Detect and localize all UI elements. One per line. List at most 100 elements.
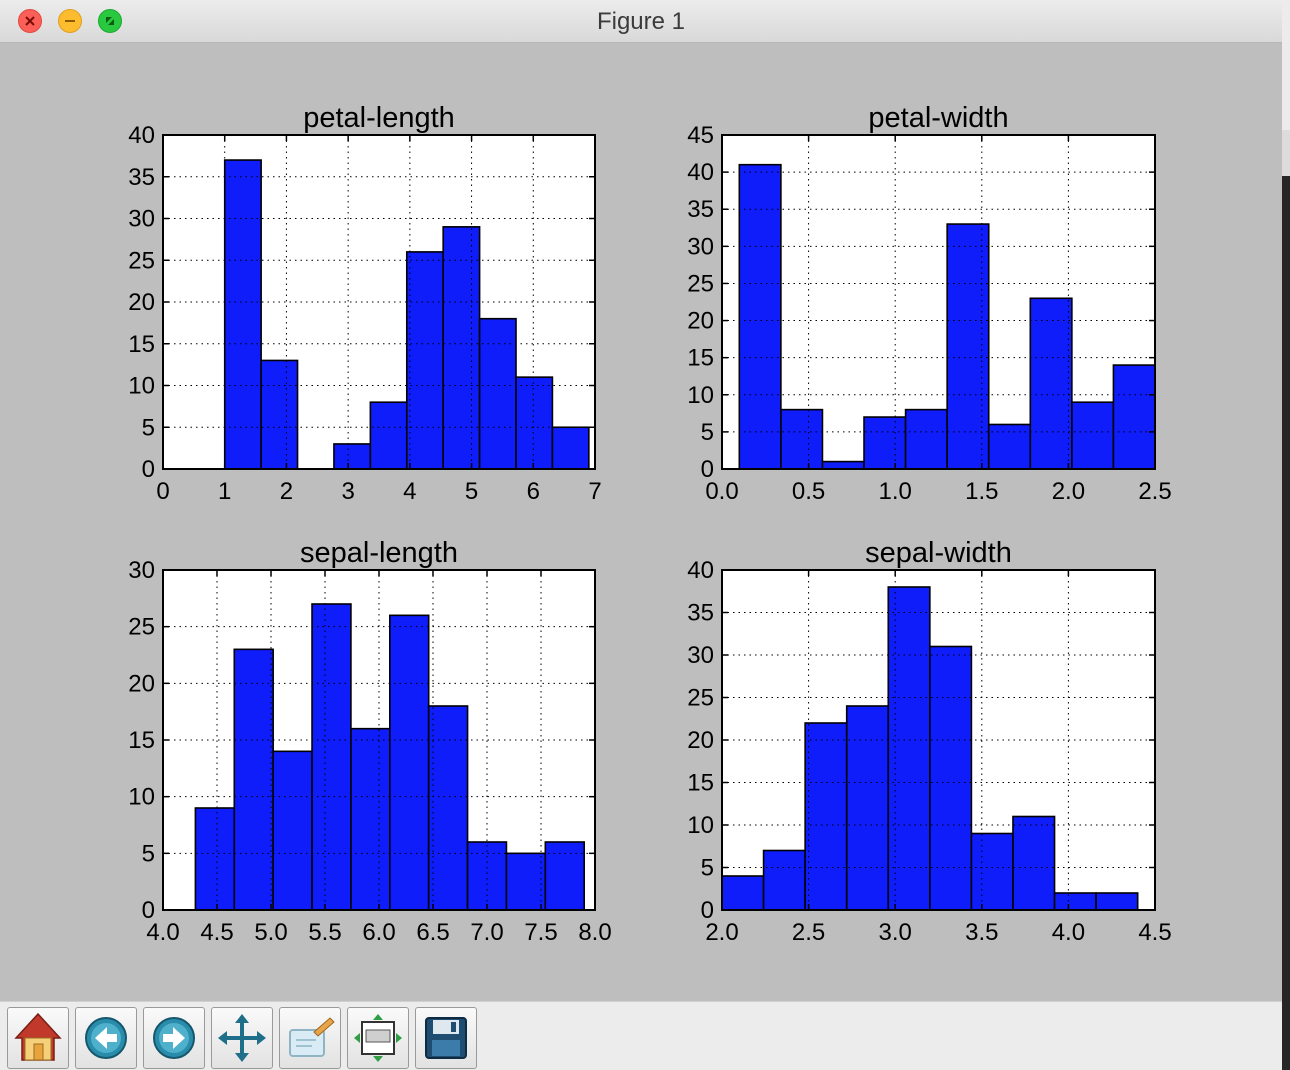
floppy-disk-icon [425, 1017, 467, 1059]
x-tick-label: 4 [403, 478, 416, 505]
histogram-bar [505, 852, 547, 911]
x-tick-label: 2.5 [792, 919, 825, 946]
y-tick-label: 30 [687, 233, 714, 260]
window-title: Figure 1 [596, 8, 686, 35]
histogram-bar [427, 705, 469, 911]
histogram-bar [1112, 364, 1156, 470]
x-tick-label: 2 [280, 478, 293, 505]
y-tick-label: 10 [687, 382, 714, 409]
y-tick-label: 10 [128, 784, 155, 811]
histogram-bar [780, 408, 824, 470]
histogram-bar [804, 722, 848, 911]
x-tick-label: 7 [588, 478, 601, 505]
subplot-title: sepal-length [300, 537, 458, 569]
histogram-bar [223, 159, 262, 470]
forward-button[interactable] [143, 1007, 205, 1069]
y-tick-label: 25 [687, 685, 714, 712]
y-tick-label: 40 [687, 557, 714, 584]
y-tick-label: 30 [128, 557, 155, 584]
histogram-bar [1029, 297, 1073, 470]
histogram-bar [1071, 401, 1115, 470]
zoom-button[interactable] [279, 1007, 341, 1069]
x-tick-label: 0 [156, 478, 169, 505]
back-button[interactable] [75, 1007, 137, 1069]
y-tick-label: 15 [687, 345, 714, 372]
histogram-bar [544, 841, 586, 911]
histogram-bar [233, 648, 274, 911]
close-icon [25, 16, 35, 26]
x-tick-label: 3.5 [965, 919, 998, 946]
histogram-bar [333, 443, 372, 470]
background-window-edge [1282, 0, 1290, 1070]
histogram-bar [551, 426, 590, 470]
y-tick-label: 40 [687, 159, 714, 186]
pan-button[interactable] [211, 1007, 273, 1069]
y-tick-label: 25 [687, 270, 714, 297]
y-tick-label: 5 [701, 419, 714, 446]
minimize-window-button[interactable] [58, 9, 82, 33]
x-tick-label: 2.0 [1052, 478, 1085, 505]
histogram-bar [863, 416, 907, 470]
histogram-bar [369, 401, 408, 470]
x-tick-label: 8.0 [578, 919, 611, 946]
histogram-bar [466, 841, 508, 911]
x-tick-label: 5 [465, 478, 478, 505]
x-tick-label: 1.0 [879, 478, 912, 505]
histogram-bar [194, 807, 236, 911]
x-tick-label: 2.0 [705, 919, 738, 946]
x-tick-label: 4.5 [200, 919, 233, 946]
x-tick-label: 4.0 [146, 919, 179, 946]
title-bar[interactable]: Figure 1 [0, 0, 1282, 43]
histogram-bar [904, 408, 948, 470]
histogram-bar [721, 875, 765, 911]
x-tick-label: 4.0 [1052, 919, 1085, 946]
subplot-sepal-length: 4.0 4.5 5.0 5.5 6.0 6.5 7.0 7.5 8.0 0 5 10 15 20 25 30 s… [128, 537, 611, 946]
y-tick-label: 40 [128, 122, 155, 149]
x-tick-label: 4.5 [1138, 919, 1171, 946]
histogram-bar [821, 460, 865, 470]
x-tick-label: 7.5 [524, 919, 557, 946]
y-tick-label: 35 [687, 196, 714, 223]
x-tick-label: 7.0 [470, 919, 503, 946]
histogram-bar [350, 727, 391, 911]
axes-frame [721, 134, 1156, 470]
subplot-petal-length: 0 1 2 3 4 5 6 7 0 5 10 15 20 25 30 35 40 petal-length [128, 102, 601, 505]
y-tick-label: 10 [128, 373, 155, 400]
configure-subplots-button[interactable] [347, 1007, 409, 1069]
x-tick-label: 0.0 [705, 478, 738, 505]
home-button[interactable] [7, 1007, 69, 1069]
histogram-bar [845, 705, 890, 911]
histogram-bar [987, 423, 1032, 470]
subplot-title: petal-length [303, 102, 455, 134]
y-tick-label: 45 [687, 122, 714, 149]
histogram-bar [1095, 892, 1139, 911]
y-tick-label: 0 [701, 456, 714, 483]
close-window-button[interactable] [18, 9, 42, 33]
x-tick-label: 6 [527, 478, 540, 505]
save-button[interactable] [415, 1007, 477, 1069]
forward-arrow-icon [153, 1017, 195, 1059]
y-tick-label: 15 [687, 770, 714, 797]
zoom-window-button[interactable] [98, 9, 122, 33]
histogram-bar [272, 750, 313, 911]
home-icon [14, 1012, 62, 1061]
minimize-icon [65, 20, 75, 22]
x-tick-label: 3 [341, 478, 354, 505]
fullscreen-icon [106, 17, 114, 25]
histogram-bar [405, 251, 444, 470]
x-tick-label: 5.0 [254, 919, 287, 946]
histogram-bar [1053, 892, 1097, 911]
x-tick-label: 0.5 [792, 478, 825, 505]
y-tick-label: 5 [701, 855, 714, 882]
move-arrows-icon [218, 1014, 266, 1062]
subplot-petal-width: 0.0 0.5 1.0 1.5 2.0 2.5 0 5 10 15 20 25 30 35 40 45 peta… [687, 102, 1171, 505]
x-tick-label: 6.0 [362, 919, 395, 946]
y-tick-label: 0 [142, 456, 155, 483]
histogram-bar [887, 586, 931, 911]
y-tick-label: 35 [128, 164, 155, 191]
y-tick-label: 20 [687, 308, 714, 335]
subplot-sepal-width: 2.0 2.5 3.0 3.5 4.0 4.5 0 5 10 15 20 25 30 35 40 sepal-… [687, 537, 1171, 946]
histogram-bar [442, 226, 481, 470]
back-arrow-icon [85, 1017, 127, 1059]
